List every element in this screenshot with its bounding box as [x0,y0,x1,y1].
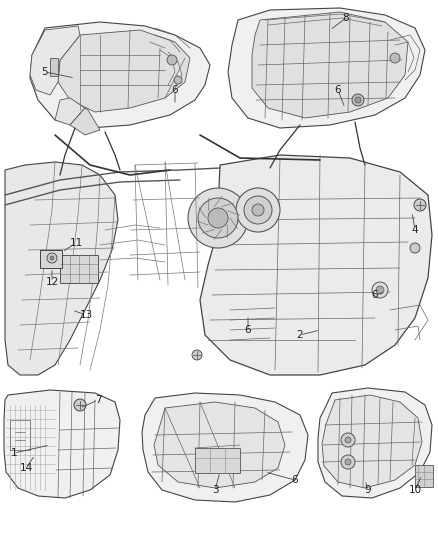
Text: 13: 13 [79,310,92,320]
Text: 5: 5 [42,67,48,77]
Bar [60,255,98,283]
Circle shape [376,286,384,294]
Circle shape [345,459,351,465]
Polygon shape [318,388,432,498]
Text: 12: 12 [46,277,59,287]
Circle shape [341,455,355,469]
Polygon shape [5,162,118,375]
Bar [415,465,433,487]
Polygon shape [252,12,408,118]
Bar [40,250,62,268]
Text: 6: 6 [372,290,378,300]
Text: 8: 8 [343,13,350,23]
Text: 6: 6 [335,85,341,95]
Circle shape [50,256,54,260]
Polygon shape [58,30,190,112]
Bar [195,448,240,473]
Polygon shape [154,402,285,488]
Text: 11: 11 [69,238,83,248]
Polygon shape [4,390,120,498]
Text: 4: 4 [412,225,418,235]
Bar [50,58,58,76]
Text: 9: 9 [365,485,371,495]
Text: 6: 6 [172,85,178,95]
Text: 6: 6 [292,475,298,485]
Circle shape [174,76,182,84]
Circle shape [236,188,280,232]
Text: 6: 6 [245,325,251,335]
Circle shape [410,243,420,253]
Text: 10: 10 [409,485,421,495]
Text: 3: 3 [212,485,218,495]
Polygon shape [228,8,425,128]
Text: 2: 2 [297,330,303,340]
Circle shape [188,188,248,248]
Circle shape [192,350,202,360]
Text: 1: 1 [11,448,18,458]
Circle shape [372,282,388,298]
Circle shape [414,199,426,211]
Circle shape [74,399,86,411]
Polygon shape [322,395,422,488]
Polygon shape [55,98,85,125]
Circle shape [47,253,57,263]
Circle shape [208,208,228,228]
Circle shape [341,433,355,447]
Circle shape [355,97,361,103]
Circle shape [390,53,400,63]
Circle shape [244,196,272,224]
Text: 14: 14 [19,463,32,473]
Text: 7: 7 [95,395,101,405]
Circle shape [198,198,238,238]
Circle shape [252,204,264,216]
Polygon shape [200,155,432,375]
Circle shape [167,55,177,65]
Polygon shape [30,26,80,95]
Polygon shape [30,22,210,128]
Polygon shape [142,393,308,502]
Circle shape [345,437,351,443]
Polygon shape [70,108,100,135]
Circle shape [352,94,364,106]
